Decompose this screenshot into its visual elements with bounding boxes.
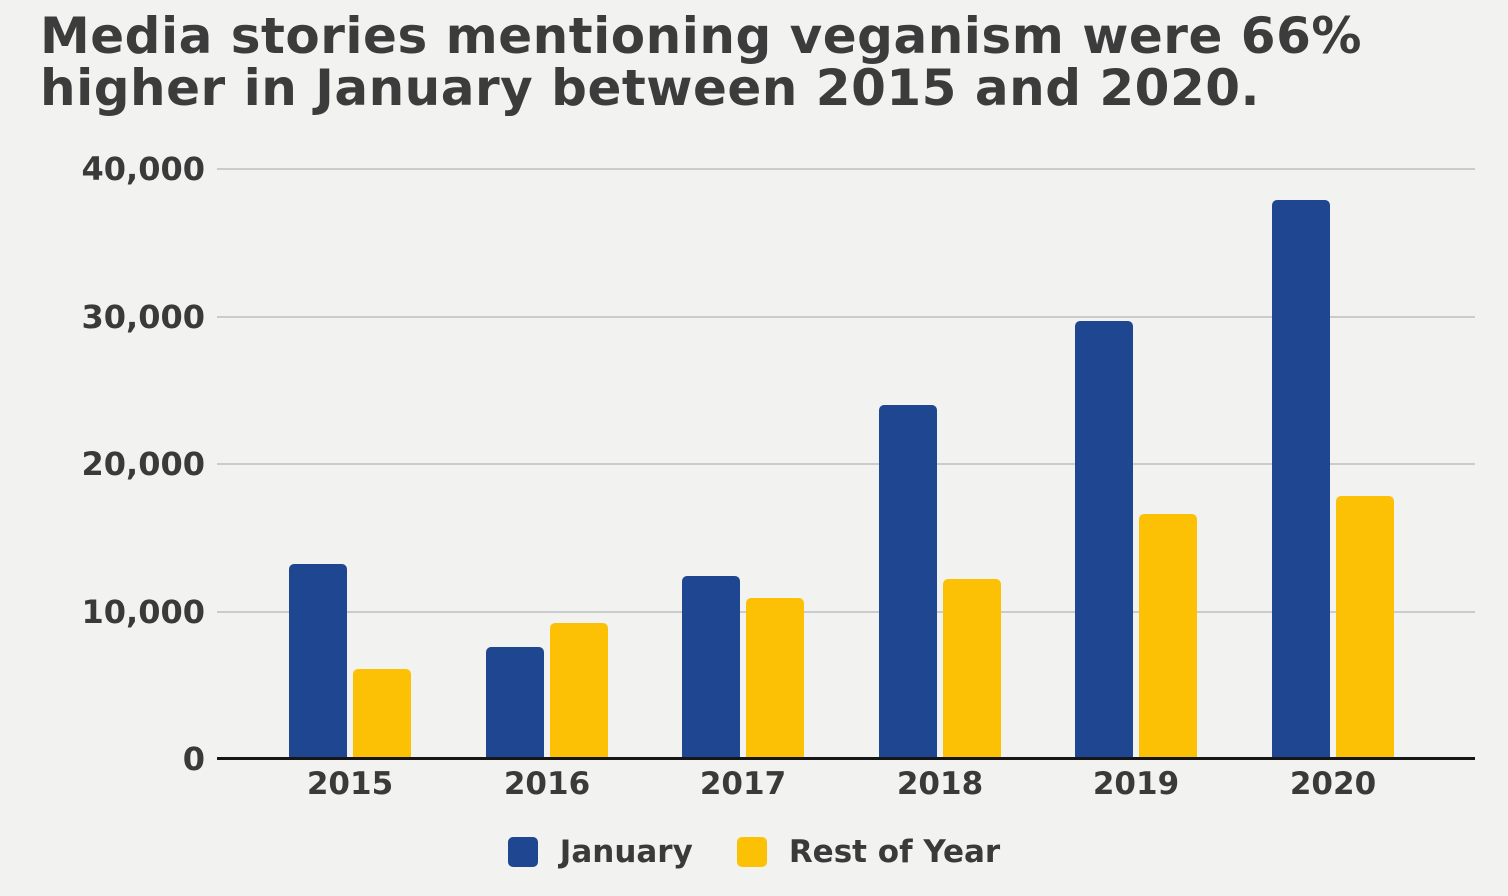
bar-rest-of-year-2019	[1139, 514, 1197, 759]
x-axis-label-2020: 2020	[1289, 766, 1377, 802]
bar-january-2020	[1272, 200, 1330, 759]
x-axis-label-2019: 2019	[1092, 766, 1180, 802]
gridline-10,000	[217, 611, 1475, 613]
gridline-40,000	[217, 168, 1475, 170]
y-axis-tick-label-20-000: 20,000	[81, 445, 205, 483]
bar-january-2017	[682, 576, 740, 759]
x-axis-label-2015: 2015	[306, 766, 394, 802]
gridline-30,000	[217, 316, 1475, 318]
y-axis-tick-label-0: 0	[182, 740, 205, 778]
legend-label-january: January	[559, 834, 693, 870]
legend-label-rest-of-year: Rest of Year	[788, 834, 1001, 870]
legend-swatch-january	[507, 837, 538, 867]
y-axis-tick-label-10-000: 10,000	[81, 593, 205, 631]
chart-title: Media stories mentioning veganism were 6…	[40, 10, 1362, 114]
legend: January Rest of Year	[0, 832, 1508, 872]
x-axis-label-2017: 2017	[699, 766, 787, 802]
y-axis-tick-label-30-000: 30,000	[81, 298, 205, 336]
legend-item-rest-of-year: Rest of Year	[736, 834, 1001, 870]
gridline-20,000	[217, 463, 1475, 465]
x-axis-label-2018: 2018	[896, 766, 984, 802]
x-axis-line	[217, 757, 1475, 760]
chart-title-line2: higher in January between 2015 and 2020.	[40, 59, 1261, 117]
legend-swatch-rest-of-year	[736, 837, 767, 867]
chart-title-line1: Media stories mentioning veganism were 6…	[40, 7, 1362, 65]
bar-rest-of-year-2016	[550, 623, 608, 759]
bar-rest-of-year-2020	[1336, 496, 1394, 759]
x-axis-label-2016: 2016	[503, 766, 591, 802]
bar-january-2016	[486, 647, 544, 759]
bar-january-2018	[879, 405, 937, 759]
bar-january-2015	[289, 564, 347, 759]
bar-rest-of-year-2018	[943, 579, 1001, 759]
y-axis-tick-label-40-000: 40,000	[81, 150, 205, 188]
bar-rest-of-year-2017	[746, 598, 804, 759]
bar-january-2019	[1075, 321, 1133, 759]
bar-rest-of-year-2015	[353, 669, 411, 759]
legend-item-january: January	[507, 834, 693, 870]
